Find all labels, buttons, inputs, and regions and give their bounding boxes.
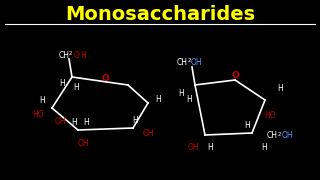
Text: HO: HO	[32, 109, 44, 118]
Text: O: O	[74, 51, 80, 60]
Text: CH: CH	[59, 51, 69, 60]
Text: H: H	[155, 94, 161, 103]
Text: H: H	[277, 84, 283, 93]
Text: H: H	[207, 143, 213, 152]
Text: H: H	[71, 118, 77, 127]
Text: HO: HO	[264, 111, 276, 120]
Text: OH: OH	[281, 132, 293, 141]
Text: H: H	[186, 94, 192, 103]
Text: H: H	[73, 82, 79, 91]
Text: OH: OH	[77, 140, 89, 148]
Text: H: H	[261, 143, 267, 152]
Text: H: H	[132, 116, 138, 125]
Text: H: H	[178, 89, 184, 98]
Text: O: O	[101, 73, 109, 82]
Text: OH: OH	[54, 116, 66, 125]
Text: OH: OH	[142, 129, 154, 138]
Text: H: H	[83, 118, 89, 127]
Text: H: H	[39, 96, 45, 105]
Text: 2: 2	[68, 51, 72, 55]
Text: OH: OH	[190, 57, 202, 66]
Text: CH: CH	[177, 57, 188, 66]
Text: H: H	[59, 78, 65, 87]
Text: OH: OH	[187, 143, 199, 152]
Text: O: O	[231, 71, 239, 80]
Text: 2: 2	[187, 57, 191, 62]
Text: H: H	[244, 120, 250, 129]
Text: Monosaccharides: Monosaccharides	[65, 4, 255, 24]
Text: H: H	[80, 51, 86, 60]
Text: 2: 2	[277, 132, 281, 136]
Text: CH: CH	[267, 132, 277, 141]
